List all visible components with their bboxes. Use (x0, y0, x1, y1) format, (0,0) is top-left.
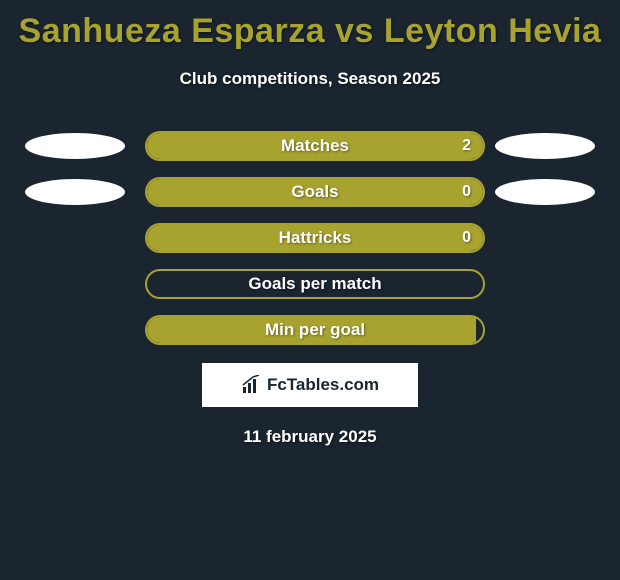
left-indicator-oval (25, 133, 125, 159)
logo-box[interactable]: FcTables.com (202, 363, 418, 407)
logo-text: FcTables.com (267, 375, 379, 395)
stat-row: Matches2 (0, 131, 620, 161)
page-title: Sanhueza Esparza vs Leyton Hevia (0, 0, 620, 51)
stat-label: Matches (147, 136, 483, 156)
right-indicator-oval (495, 179, 595, 205)
subtitle: Club competitions, Season 2025 (0, 69, 620, 89)
left-indicator-oval (25, 179, 125, 205)
stat-label: Goals (147, 182, 483, 202)
stat-bar: Hattricks0 (145, 223, 485, 253)
stat-value: 0 (462, 183, 471, 201)
bar-chart-icon (241, 375, 263, 395)
stat-label: Goals per match (147, 274, 483, 294)
stat-value: 0 (462, 229, 471, 247)
right-indicator-oval (495, 133, 595, 159)
stat-row: Hattricks0 (0, 223, 620, 253)
stat-label: Hattricks (147, 228, 483, 248)
stat-value: 2 (462, 137, 471, 155)
date-label: 11 february 2025 (0, 427, 620, 447)
stat-row: Min per goal (0, 315, 620, 345)
stat-bar: Goals per match (145, 269, 485, 299)
stat-bar: Matches2 (145, 131, 485, 161)
stat-bar: Min per goal (145, 315, 485, 345)
stat-bar: Goals0 (145, 177, 485, 207)
stat-label: Min per goal (147, 320, 483, 340)
stat-row: Goals0 (0, 177, 620, 207)
stat-row: Goals per match (0, 269, 620, 299)
stats-container: Matches2Goals0Hattricks0Goals per matchM… (0, 131, 620, 345)
